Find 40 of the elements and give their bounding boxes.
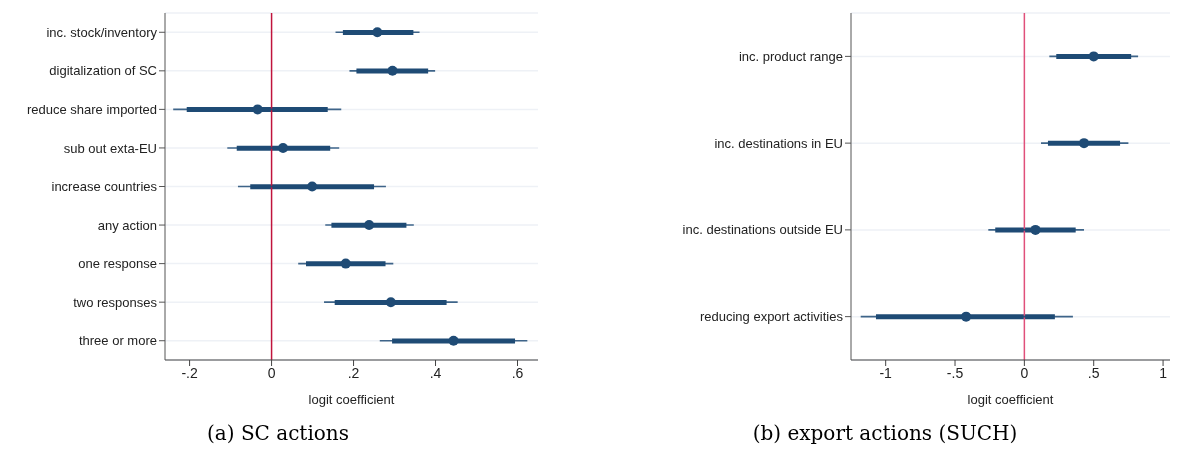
text: (a) SC actions bbox=[207, 421, 349, 445]
y-tick-label: one response bbox=[78, 256, 157, 272]
text: (b) export actions (SUCH) bbox=[752, 421, 1018, 445]
x-tick-label: .4 bbox=[429, 364, 442, 381]
point bbox=[372, 27, 383, 38]
point bbox=[1030, 224, 1041, 235]
x-axis-title: logit coefficient bbox=[967, 392, 1054, 407]
y-tick-label: reduce share imported bbox=[26, 102, 157, 117]
x-tick-label: .2 bbox=[347, 364, 360, 381]
x-tick-label: -.5 bbox=[946, 364, 964, 381]
y-tick-label: three or more bbox=[78, 333, 157, 349]
y-tick-label: inc. destinations outside EU bbox=[682, 222, 843, 238]
point bbox=[307, 181, 318, 192]
x-tick-label: 0 bbox=[267, 364, 276, 381]
y-tick-label: digitalization of SC bbox=[49, 63, 157, 79]
y-tick-label: inc. stock/inventory bbox=[46, 24, 158, 40]
point bbox=[1088, 51, 1099, 62]
point bbox=[364, 220, 375, 231]
point bbox=[387, 65, 398, 76]
point bbox=[385, 297, 396, 308]
x-tick-label: 0 bbox=[1020, 364, 1029, 381]
point bbox=[340, 258, 351, 269]
point bbox=[961, 311, 972, 322]
y-tick-label: increase countries bbox=[51, 179, 158, 195]
y-tick-label: sub out exta-EU bbox=[63, 140, 157, 156]
x-tick-label: .5 bbox=[1087, 364, 1100, 381]
y-tick-label: two responses bbox=[73, 294, 158, 310]
point bbox=[278, 142, 289, 153]
y-tick-label: inc. product range bbox=[738, 48, 843, 64]
y-tick-label: reducing export activities bbox=[699, 309, 844, 325]
x-tick-label: .6 bbox=[511, 364, 524, 381]
y-tick-label: any action bbox=[97, 217, 157, 233]
x-tick-label: -1 bbox=[879, 364, 893, 381]
point bbox=[252, 104, 263, 115]
point bbox=[448, 335, 459, 346]
x-tick-label: -.2 bbox=[181, 364, 198, 381]
y-tick-label: inc. destinations in EU bbox=[714, 135, 843, 151]
x-tick-label: 1 bbox=[1159, 364, 1168, 381]
point bbox=[1079, 138, 1090, 149]
x-axis-title: logit coefficient bbox=[308, 392, 395, 407]
